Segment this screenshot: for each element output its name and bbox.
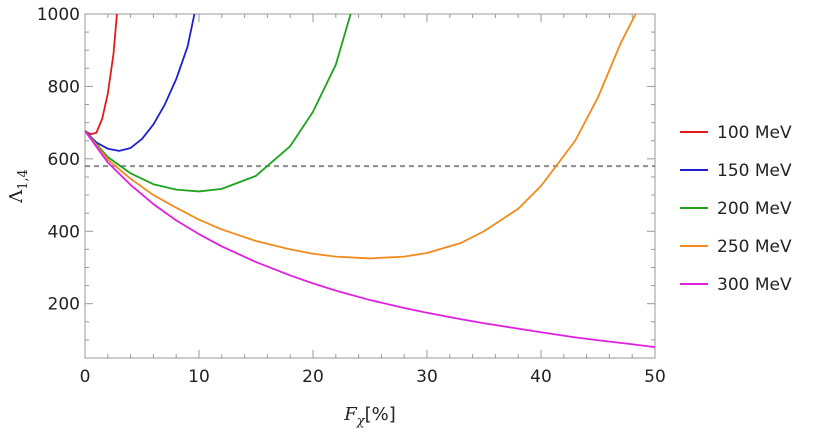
legend-label-0: 100 MeV — [717, 123, 792, 143]
legend-label-4: 300 MeV — [717, 275, 792, 295]
x-tick-label: 10 — [188, 367, 210, 387]
series-lines — [85, 14, 655, 349]
y-tick-label: 1000 — [37, 5, 80, 25]
y-tick-label: 800 — [48, 77, 80, 97]
x-tick-label: 40 — [530, 367, 552, 387]
y-tick-label: 600 — [48, 150, 80, 170]
series-line-2 — [85, 14, 352, 193]
legend: 100 MeV 150 MeV 200 MeV 250 MeV 300 MeV — [680, 123, 792, 295]
series-line-4 — [85, 130, 655, 349]
series-line-1 — [85, 14, 196, 152]
plot-frame — [84, 13, 656, 359]
y-axis-title: Λ1,4 — [6, 169, 31, 204]
x-tick-label: 30 — [416, 367, 438, 387]
x-tick-label: 50 — [644, 367, 666, 387]
legend-label-1: 150 MeV — [717, 161, 792, 181]
series-line-0 — [85, 14, 118, 136]
series-line-3 — [85, 14, 637, 260]
y-tick-label: 200 — [48, 295, 80, 315]
major-ticks: 0 10 20 30 40 50 200 400 600 800 1000 — [37, 5, 666, 387]
x-tick-label: 0 — [80, 367, 91, 387]
y-tick-label: 400 — [48, 222, 80, 242]
x-tick-label: 20 — [302, 367, 324, 387]
x-axis-title: Fχ[%] — [343, 404, 396, 429]
legend-label-2: 200 MeV — [717, 199, 792, 219]
legend-label-3: 250 MeV — [717, 237, 792, 257]
minor-ticks — [85, 14, 655, 358]
